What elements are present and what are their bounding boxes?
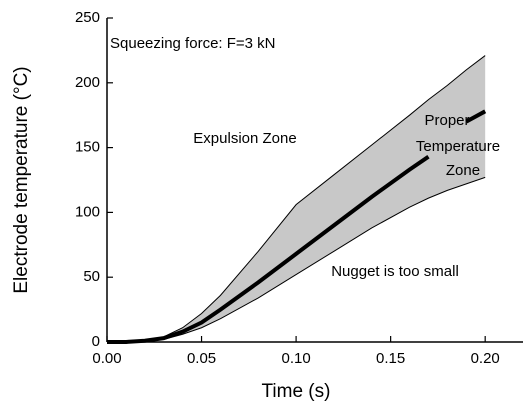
y-tick-label: 150 [75, 139, 100, 156]
annotation: Nugget is too small [331, 263, 459, 280]
annotation: Squeezing force: F=3 kN [110, 35, 276, 52]
y-tick-label: 100 [75, 203, 100, 220]
y-tick-label: 200 [75, 74, 100, 91]
y-tick-label: 250 [75, 9, 100, 26]
line [107, 109, 487, 344]
y-tick-label: 50 [83, 268, 100, 285]
x-tick-label: 0.05 [187, 350, 216, 367]
annotation: Zone [446, 162, 480, 179]
x-tick-label: 0.15 [376, 350, 405, 367]
y-axis-label: Electrode temperature (°C) [11, 66, 32, 293]
annotation: Temperature [416, 138, 500, 155]
x-axis-label: Time (s) [262, 381, 331, 402]
annotation: Expulsion Zone [193, 130, 296, 147]
x-tick-label: 0.10 [281, 350, 310, 367]
y-tick-label: 0 [92, 333, 100, 350]
x-tick-label: 0.00 [92, 350, 121, 367]
x-tick-label: 0.20 [471, 350, 500, 367]
annotation: Proper [424, 112, 469, 129]
band-fill [107, 55, 486, 343]
band-upper [107, 55, 486, 343]
